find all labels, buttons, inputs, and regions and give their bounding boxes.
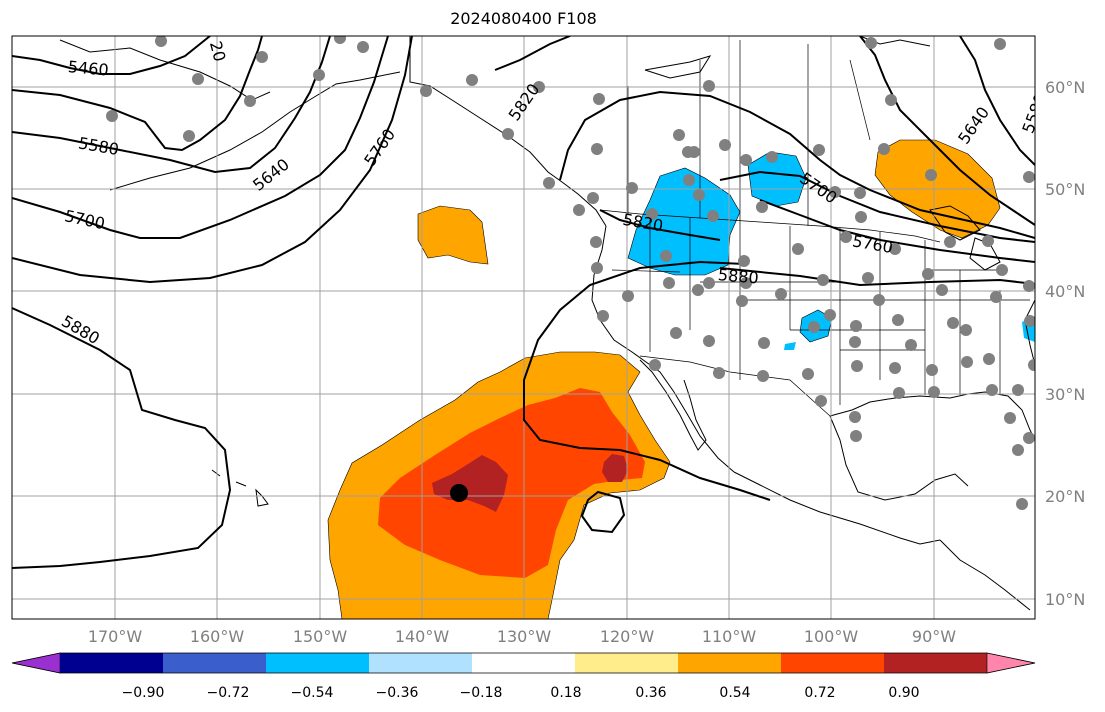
colorbar-segment [678,653,782,673]
baja [639,359,707,451]
colorbar-segment [369,653,473,673]
map-title: 2024080400 F108 [450,9,597,28]
contour-5820-main [494,36,1035,239]
coastlines [59,36,1035,611]
lat-label: 50°N [1045,180,1085,199]
colorbar-tick-label: 0.36 [635,685,666,701]
colorbar-outline [11,652,1036,674]
contour-5880-loop [523,260,771,501]
colorbar-tick-label: 0.54 [719,685,750,701]
clabel-5700-e: 5700 [796,169,840,208]
fill-darkred-b [602,454,628,482]
colorbar [11,652,1036,674]
central-america [939,539,1031,611]
colorbar-tick-labels: −0.90 −0.72 −0.54 −0.36 −0.18 0.18 0.36 … [122,685,920,701]
clabel-5880-e: 5880 [717,265,759,287]
colorbar-segment [266,653,370,673]
height-contours [12,36,1035,569]
colorbar-tick-label: 0.90 [888,685,919,701]
fill-red-pacific [378,388,645,578]
clabel-5460: 5460 [67,57,109,79]
contour-5580-east [959,36,1035,166]
colorbar-tick-label: 0.72 [804,685,835,701]
fill-orange-mid [417,205,489,265]
us-west-coast [591,225,735,473]
clabel-5580-e: 5580 [1018,91,1050,136]
fill-blue-west [627,167,741,276]
colorbar-segment [575,653,679,673]
station-markers [106,36,1035,510]
lon-label: 90°W [912,627,956,646]
colorbar-tick-label: −0.18 [460,685,503,701]
anomaly-fill-ocean [327,139,1001,619]
contour-5640-west [12,36,331,174]
contour-5880-west [12,307,232,569]
clabel-5580-w: 5580 [77,133,120,159]
lon-label: 140°W [395,627,450,646]
colorbar-tick-label: −0.72 [207,685,250,701]
lat-label: 20°N [1045,487,1085,506]
colorbar-segment [884,653,988,673]
storm-center-marker [450,484,468,502]
clabel-5880-w: 5880 [58,311,103,348]
map-frame [11,35,1036,620]
contour-5700-west [12,36,389,239]
latitude-labels: 60°N 50°N 40°N 30°N 20°N 10°N [1045,78,1085,609]
mexico-coast [733,471,941,545]
clabel-5760-e: 5760 [851,231,894,257]
colorbar-tick-label: −0.36 [376,685,419,701]
contour-5880-east [719,267,1035,287]
hawaii [211,469,269,507]
lon-label: 120°W [600,627,655,646]
map-area: 5460 5580 5640 5700 5760 5820 5880 5820 … [12,36,1050,619]
us-east [1024,299,1035,366]
lon-label: 130°W [497,627,552,646]
lon-label: 110°W [702,627,757,646]
clabel-5640-e: 5640 [954,103,993,147]
clabel-5760-w: 5760 [360,125,399,169]
lat-label: 10°N [1045,590,1085,609]
lon-label: 100°W [804,627,859,646]
contour-5760-east [759,199,1035,263]
lon-label: 150°W [293,627,348,646]
colorbar-segment [60,653,164,673]
lon-label: 170°W [88,627,143,646]
colorbar-tick-label: −0.54 [291,685,334,701]
clabel-20: 20 [206,39,230,64]
lat-label: 40°N [1045,282,1085,301]
clabel-5700-w: 5700 [63,206,107,233]
mexico-gulf [829,415,969,501]
contour-5640-east [859,36,1035,226]
fill-darkred-a [432,455,508,512]
us-mexico-border [639,355,831,417]
canada-provinces [627,40,871,226]
aleutian-chain [109,71,401,191]
lat-label: 60°N [1045,78,1085,97]
colorbar-min-extend [11,652,61,674]
contour-5460 [12,36,211,75]
fill-blue-small [784,342,796,350]
colorbar-max-extend [986,652,1036,674]
colorbar-segment [781,653,885,673]
longitude-labels: 170°W 160°W 150°W 140°W 130°W 120°W 110°… [88,627,956,646]
colorbar-tick-label: −0.90 [122,685,165,701]
lat-label: 30°N [1045,385,1085,404]
colorbar-tick-label: 0.18 [550,685,581,701]
gulf-coast [829,391,1035,441]
contour-5820-low [599,209,721,241]
contour-5580-west [12,36,263,152]
arctic-island [644,55,712,79]
colorbar-segment [163,653,267,673]
contour-5880-small [580,490,626,534]
colorbar-segment [472,653,576,673]
contour-5760-west [12,36,413,284]
lon-label: 160°W [190,627,245,646]
